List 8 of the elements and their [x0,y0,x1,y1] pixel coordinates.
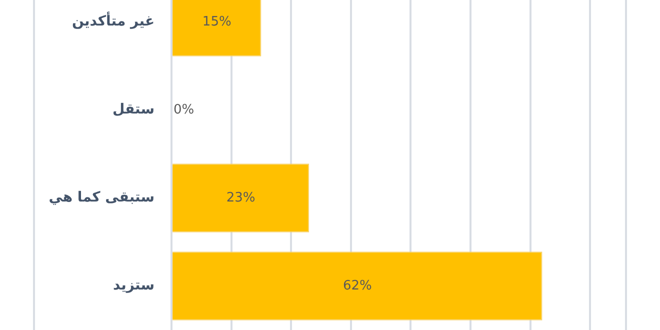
y-tick-label: ستبقى كما هي [48,190,155,206]
data-label: 0% [174,102,194,118]
data-label: 23% [226,190,256,206]
data-label: 15% [202,14,232,30]
y-tick-label: ستقل [112,102,155,118]
y-tick-label: غير متأكدين [72,12,155,30]
data-label: 62% [342,278,372,294]
y-tick-label: ستزيد [112,278,155,294]
